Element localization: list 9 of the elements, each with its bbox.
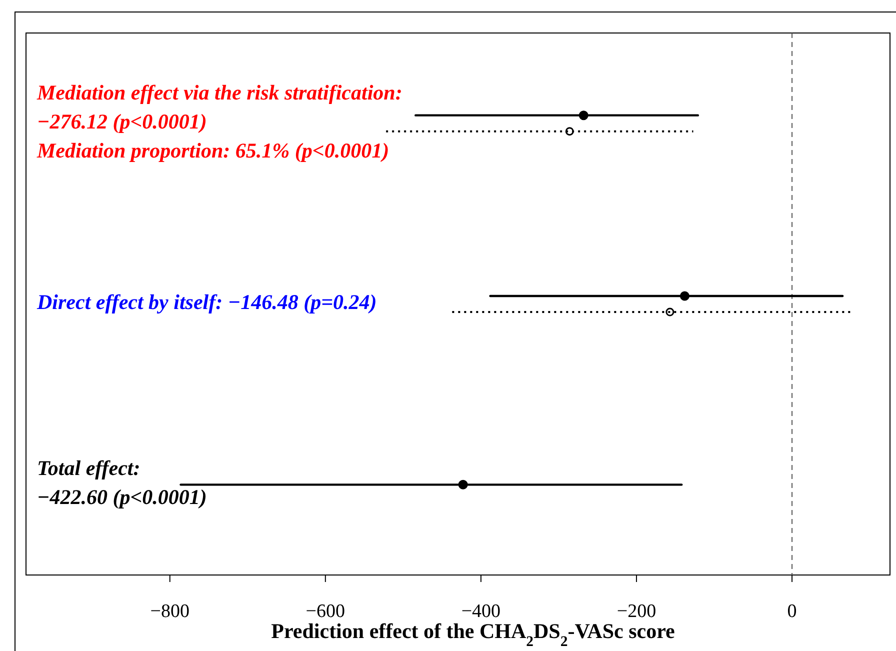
x-tick-label: −400 [461,601,501,622]
y-tick-label: Direct effect by itself: −146.48 (p=0.24) [36,290,377,314]
x-tick-label: −800 [150,601,190,622]
y-tick-label: Total effect: −422.60 (p<0.0001) [37,456,207,509]
x-tick-label: −600 [306,601,346,622]
y-tick-label: Mediation effect via the risk stratification: −276.12 (p<0.0001) Mediation proportion: 65.1% (p<0.0001) [36,80,402,162]
x-tick-label: 0 [787,601,797,622]
x-tick-label: −200 [616,601,656,622]
x-axis-title: Prediction effect of the CHA$_{2}$DS$_{2}$-VASc score [271,619,675,650]
